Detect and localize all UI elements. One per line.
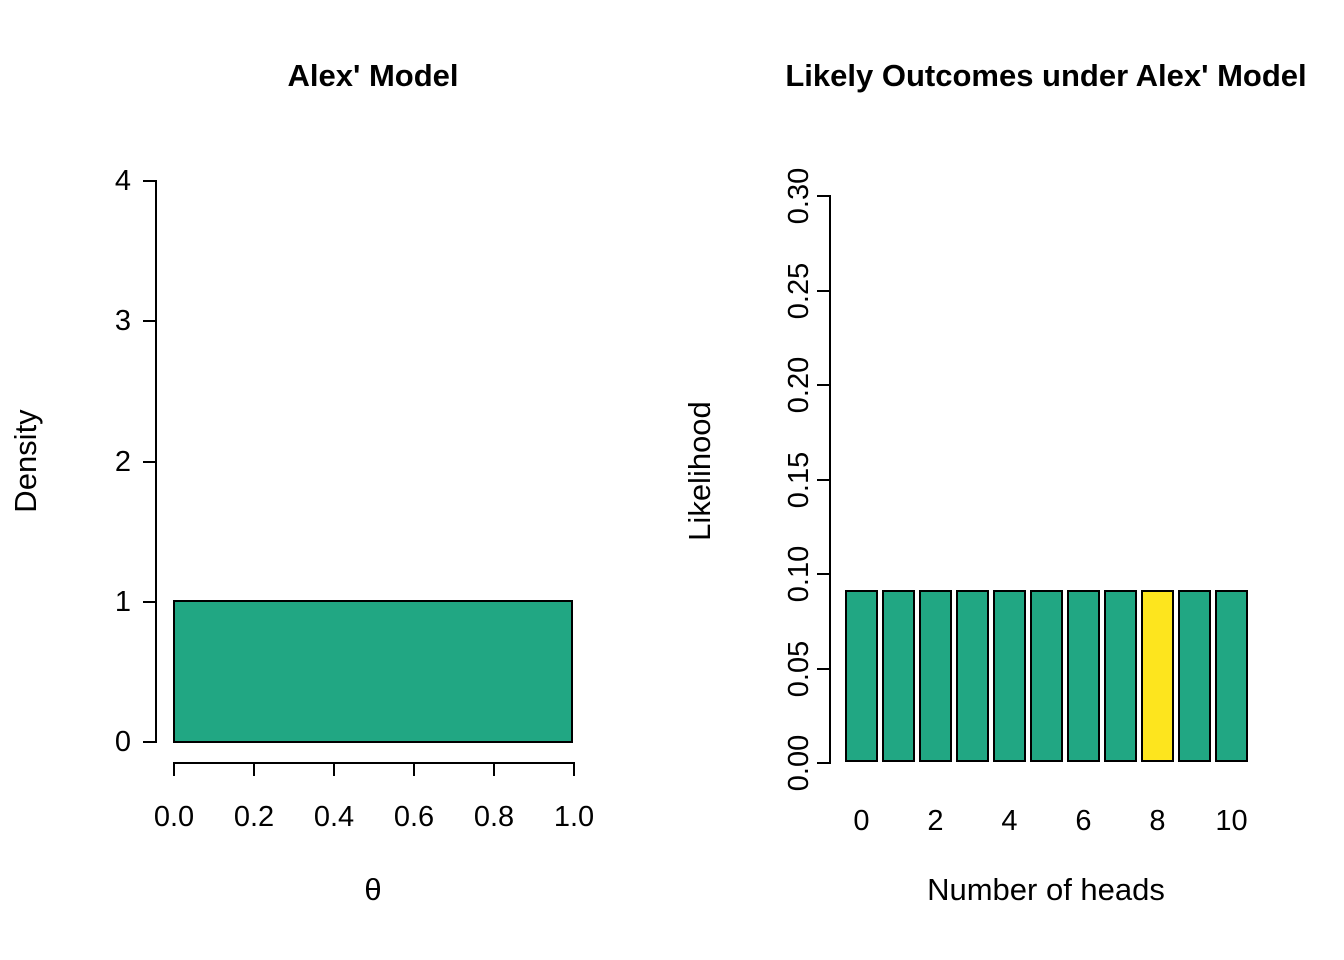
x-tick bbox=[413, 762, 415, 776]
x-axis-line bbox=[173, 762, 575, 764]
left-x-axis-label: θ bbox=[364, 872, 382, 907]
x-tick bbox=[253, 762, 255, 776]
x-tick-label: 4 bbox=[1001, 805, 1018, 837]
y-tick bbox=[143, 180, 155, 182]
bar bbox=[1067, 590, 1100, 762]
bar bbox=[919, 590, 952, 762]
y-axis-line bbox=[829, 195, 831, 764]
x-tick-label: 0.0 bbox=[153, 801, 195, 833]
y-tick bbox=[143, 601, 155, 603]
bar bbox=[1030, 590, 1063, 762]
right-x-axis-label: Number of heads bbox=[927, 872, 1165, 907]
y-tick-label: 0.30 bbox=[783, 167, 815, 225]
y-axis-line bbox=[155, 180, 157, 743]
x-tick-label: 0 bbox=[853, 805, 870, 837]
left-chart-title: Alex' Model bbox=[287, 58, 459, 93]
x-tick-label: 0.2 bbox=[233, 801, 275, 833]
bar bbox=[956, 590, 989, 762]
bar bbox=[1104, 590, 1137, 762]
y-tick-label: 1 bbox=[114, 586, 131, 618]
bar bbox=[1215, 590, 1248, 762]
x-tick-label: 0.6 bbox=[393, 801, 435, 833]
y-tick-label: 4 bbox=[114, 165, 131, 197]
y-tick bbox=[143, 741, 155, 743]
bar bbox=[993, 590, 1026, 762]
y-tick bbox=[817, 384, 829, 386]
bar bbox=[845, 590, 878, 762]
y-tick bbox=[817, 290, 829, 292]
right-y-axis-label: Likelihood bbox=[682, 401, 717, 541]
x-tick-label: 1.0 bbox=[553, 801, 595, 833]
bar-highlighted bbox=[1141, 590, 1174, 762]
density-region bbox=[173, 600, 573, 743]
y-tick bbox=[143, 461, 155, 463]
y-tick bbox=[817, 762, 829, 764]
bar bbox=[882, 590, 915, 762]
y-tick bbox=[817, 668, 829, 670]
x-tick-label: 0.4 bbox=[313, 801, 355, 833]
x-tick bbox=[173, 762, 175, 776]
x-tick bbox=[333, 762, 335, 776]
y-tick-label: 3 bbox=[114, 305, 131, 337]
x-tick-label: 2 bbox=[927, 805, 944, 837]
x-tick-label: 0.8 bbox=[473, 801, 515, 833]
y-tick-label: 0 bbox=[114, 726, 131, 758]
x-tick bbox=[493, 762, 495, 776]
x-tick-label: 10 bbox=[1215, 805, 1248, 837]
y-tick bbox=[817, 479, 829, 481]
right-chart-title: Likely Outcomes under Alex' Model bbox=[785, 58, 1307, 93]
x-tick-label: 6 bbox=[1075, 805, 1092, 837]
left-y-axis-label: Density bbox=[8, 409, 43, 513]
y-tick bbox=[817, 573, 829, 575]
y-tick bbox=[817, 195, 829, 197]
bar bbox=[1178, 590, 1211, 762]
y-tick bbox=[143, 320, 155, 322]
x-tick-label: 8 bbox=[1149, 805, 1166, 837]
y-tick-label: 2 bbox=[114, 446, 131, 478]
x-tick bbox=[573, 762, 575, 776]
